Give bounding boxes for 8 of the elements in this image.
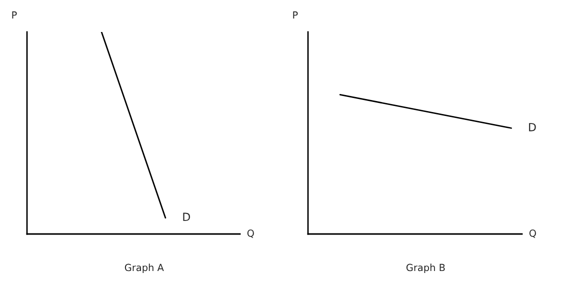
annotation: D bbox=[183, 212, 190, 221]
text: Graph A bbox=[124, 264, 164, 274]
text: D bbox=[529, 123, 536, 132]
x-axis-title: Q bbox=[247, 229, 254, 238]
y-axis-title: P bbox=[12, 11, 17, 19]
text: Graph B bbox=[406, 264, 445, 274]
x-axis-title: Q bbox=[529, 229, 536, 238]
y-axis-title: P bbox=[293, 11, 298, 19]
